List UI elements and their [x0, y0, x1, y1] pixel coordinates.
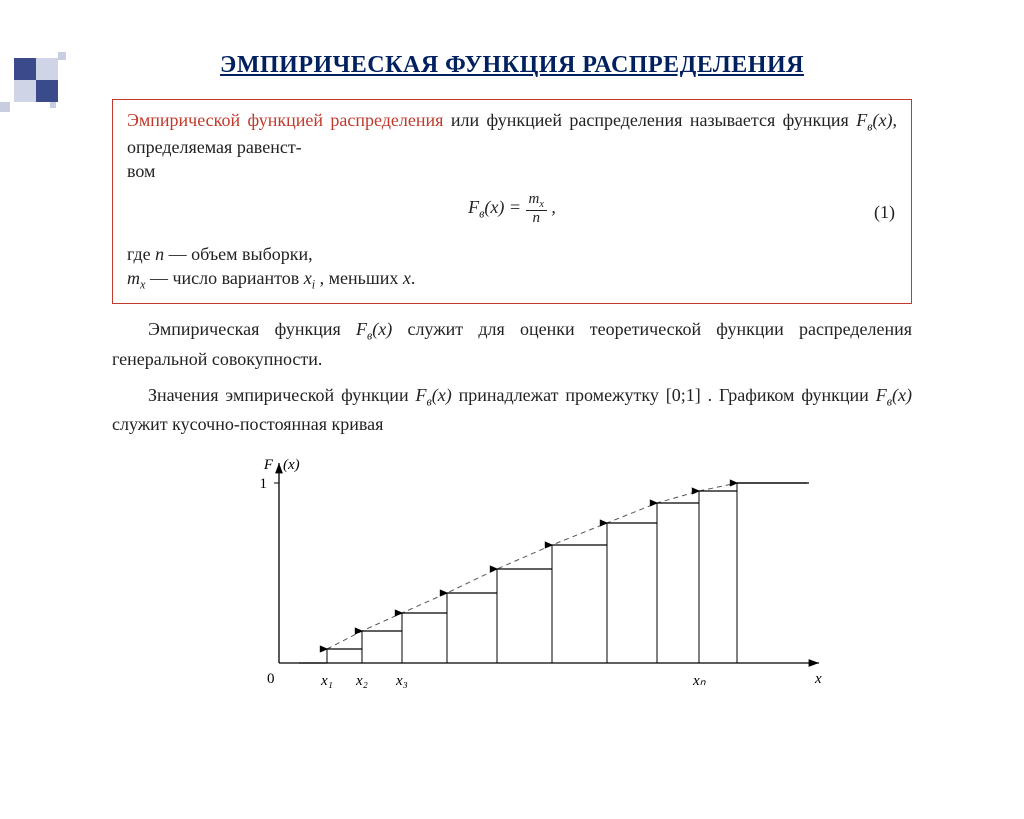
svg-text:x: x	[814, 671, 822, 687]
equation-label: (1)	[874, 200, 895, 224]
fn-symbol: Fв(x)	[856, 110, 892, 130]
fn-symbol-inline-3: Fв(x)	[876, 385, 912, 405]
definition-text-1: или функцией распределения называется фу…	[443, 110, 856, 130]
svg-text:в: в	[277, 466, 281, 476]
svg-text:x₂: x₂	[355, 673, 368, 689]
definition-text-3: вом	[127, 159, 897, 183]
page-title: ЭМПИРИЧЕСКАЯ ФУНКЦИЯ РАСПРЕДЕЛЕНИЯ	[0, 52, 1024, 79]
where-line-2: mx — число вариантов xi , меньших x.	[127, 266, 897, 293]
formula: Fв(x) = mx n ,	[127, 192, 897, 226]
definition-text: Эмпирической функцией распределения или …	[127, 108, 897, 159]
chart-svg: Fв(x) 1 0 x₁ x₂ x₃ xₙ x	[187, 453, 837, 701]
where-line-1: где n — объем выборки,	[127, 242, 897, 266]
svg-text:F: F	[263, 457, 274, 473]
paragraph-1: Эмпирическая функция Fв(x) служит для оц…	[112, 316, 912, 373]
fraction: mx n	[526, 192, 547, 226]
svg-text:x₃: x₃	[395, 673, 408, 689]
definition-box: Эмпирической функцией распределения или …	[112, 99, 912, 304]
fn-symbol-inline-1: Fв(x)	[356, 319, 392, 339]
formula-row: Fв(x) = mx n , (1)	[127, 190, 897, 236]
svg-text:1: 1	[260, 476, 268, 492]
svg-text:(x): (x)	[283, 457, 300, 473]
step-function-chart: Fв(x) 1 0 x₁ x₂ x₃ xₙ x	[112, 453, 912, 706]
svg-text:xₙ: xₙ	[692, 673, 707, 689]
paragraph-2: Значения эмпирической функции Fв(x) прин…	[112, 382, 912, 439]
fn-symbol-inline-2: Fв(x)	[415, 385, 451, 405]
svg-text:x₁: x₁	[320, 673, 333, 689]
definition-term: Эмпирической функцией распределения	[127, 110, 443, 130]
svg-text:0: 0	[267, 671, 275, 687]
